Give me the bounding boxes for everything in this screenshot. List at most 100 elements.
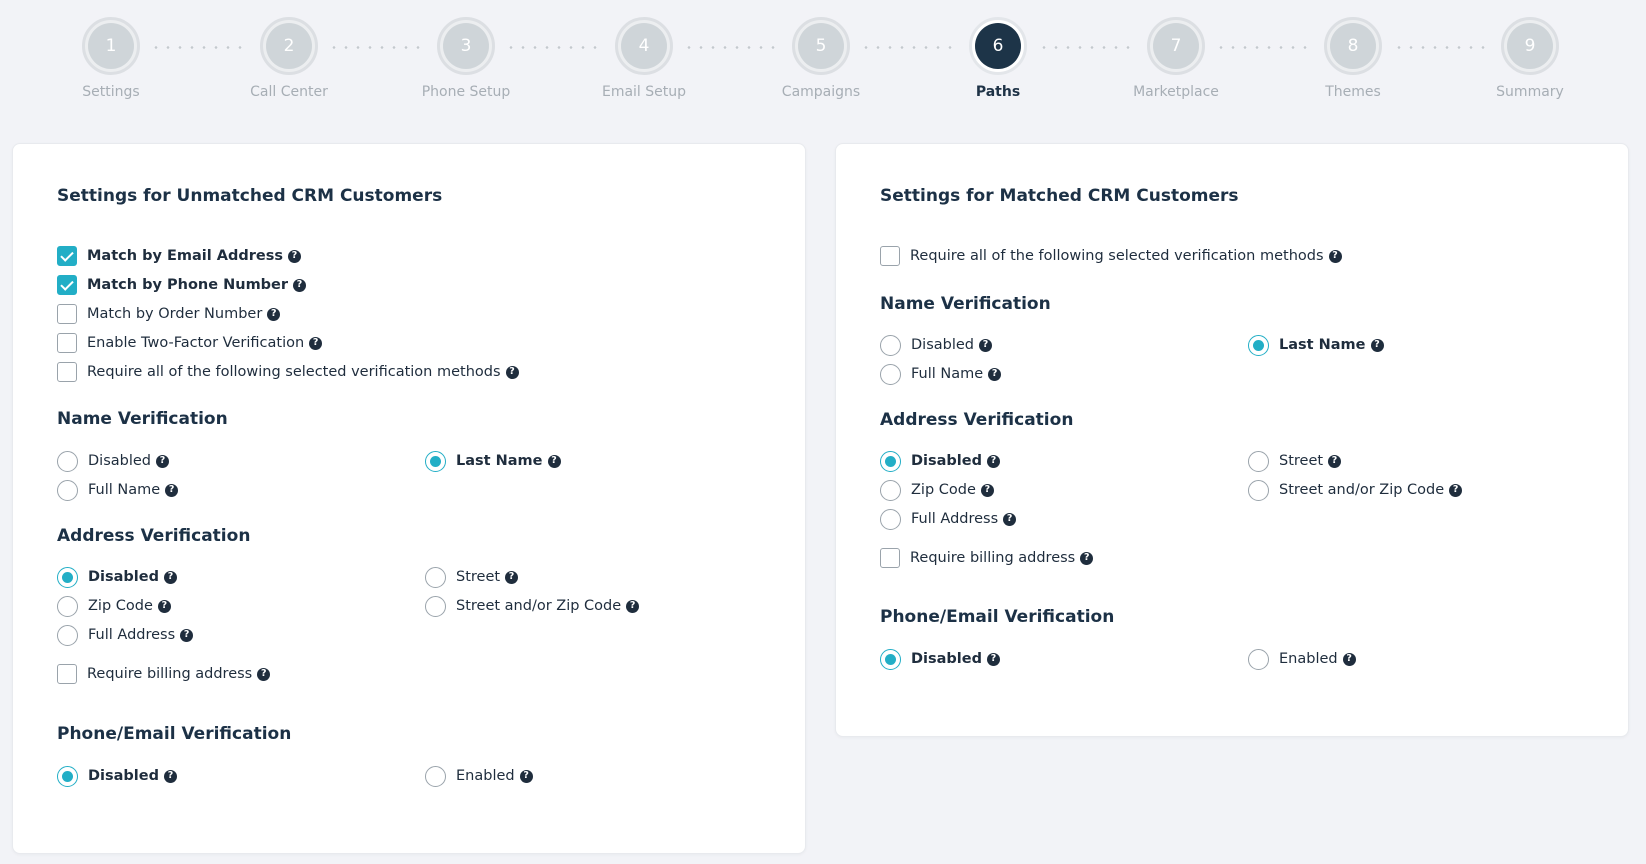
help-icon[interactable]: ? (980, 483, 994, 497)
checkbox-box[interactable] (57, 246, 77, 266)
radio-circle[interactable] (425, 450, 446, 472)
phone-email-disabled-radio[interactable]: Disabled ? (880, 648, 1000, 670)
address-zip-radio[interactable]: Zip Code ? (57, 595, 171, 617)
match-phone-checkbox[interactable]: Match by Phone Number ? (57, 274, 307, 296)
help-icon[interactable]: ? (987, 454, 1000, 468)
radio-circle[interactable] (57, 765, 78, 787)
name-disabled-radio[interactable]: Disabled ? (57, 450, 169, 472)
step-campaigns[interactable]: 5 Campaigns (751, 17, 891, 100)
help-icon[interactable]: ? (157, 599, 171, 613)
radio-circle[interactable] (1248, 648, 1269, 670)
radio-circle[interactable] (425, 566, 446, 588)
checkbox-box[interactable] (880, 246, 900, 266)
match-email-checkbox[interactable]: Match by Email Address ? (57, 245, 302, 267)
help-icon[interactable]: ? (165, 483, 179, 497)
require-billing-checkbox[interactable]: Require billing address ? (880, 547, 1094, 569)
help-icon[interactable]: ? (1328, 454, 1342, 468)
help-icon[interactable]: ? (987, 652, 1000, 666)
step-connector (1038, 46, 1133, 49)
step-email-setup[interactable]: 4 Email Setup (574, 17, 714, 100)
help-icon[interactable]: ? (979, 338, 992, 352)
phone-email-disabled-radio[interactable]: Disabled ? (57, 765, 177, 787)
help-icon[interactable]: ? (505, 365, 519, 379)
two-factor-checkbox[interactable]: Enable Two-Factor Verification ? (57, 332, 323, 354)
help-icon[interactable]: ? (519, 769, 533, 783)
address-verification-title: Address Verification (57, 526, 251, 546)
step-themes[interactable]: 8 Themes (1283, 17, 1423, 100)
require-all-checkbox[interactable]: Require all of the following selected ve… (57, 361, 519, 383)
help-icon[interactable]: ? (180, 628, 194, 642)
help-icon[interactable]: ? (309, 336, 323, 350)
step-number: 2 (266, 23, 312, 69)
help-icon[interactable]: ? (257, 667, 271, 681)
radio-circle[interactable] (425, 595, 446, 617)
help-icon[interactable]: ? (293, 278, 307, 292)
name-full-name-radio[interactable]: Full Name ? (880, 363, 1002, 385)
require-all-checkbox[interactable]: Require all of the following selected ve… (880, 245, 1342, 267)
option-label: Match by Order Number (87, 306, 263, 322)
help-icon[interactable]: ? (988, 367, 1002, 381)
radio-circle[interactable] (57, 450, 78, 472)
radio-circle[interactable] (1248, 450, 1269, 472)
step-connector (328, 46, 423, 49)
radio-circle[interactable] (57, 595, 78, 617)
radio-circle[interactable] (57, 624, 78, 646)
address-street-or-zip-radio[interactable]: Street and/or Zip Code ? (425, 595, 640, 617)
help-icon[interactable]: ? (164, 570, 177, 584)
radio-circle[interactable] (880, 648, 901, 670)
address-disabled-radio[interactable]: Disabled ? (57, 566, 177, 588)
radio-circle[interactable] (880, 508, 901, 530)
help-icon[interactable]: ? (626, 599, 640, 613)
help-icon[interactable]: ? (1080, 551, 1094, 565)
help-icon[interactable]: ? (1449, 483, 1463, 497)
radio-circle[interactable] (880, 450, 901, 472)
step-circle: 3 (437, 17, 495, 75)
step-phone-setup[interactable]: 3 Phone Setup (396, 17, 536, 100)
address-full-radio[interactable]: Full Address ? (57, 624, 194, 646)
radio-circle[interactable] (1248, 334, 1269, 356)
help-icon[interactable]: ? (1328, 249, 1342, 263)
help-icon[interactable]: ? (164, 769, 177, 783)
checkbox-box[interactable] (57, 333, 77, 353)
address-zip-radio[interactable]: Zip Code ? (880, 479, 994, 501)
help-icon[interactable]: ? (505, 570, 519, 584)
step-summary[interactable]: 9 Summary (1460, 17, 1600, 100)
radio-circle[interactable] (1248, 479, 1269, 501)
name-last-name-radio[interactable]: Last Name ? (1248, 334, 1384, 356)
step-settings[interactable]: 1 Settings (41, 17, 181, 100)
address-disabled-radio[interactable]: Disabled ? (880, 450, 1000, 472)
radio-circle[interactable] (425, 765, 446, 787)
step-marketplace[interactable]: 7 Marketplace (1106, 17, 1246, 100)
address-street-or-zip-radio[interactable]: Street and/or Zip Code ? (1248, 479, 1463, 501)
name-full-name-radio[interactable]: Full Name ? (57, 479, 179, 501)
step-call-center[interactable]: 2 Call Center (219, 17, 359, 100)
checkbox-box[interactable] (57, 664, 77, 684)
radio-circle[interactable] (880, 363, 901, 385)
checkbox-box[interactable] (57, 304, 77, 324)
radio-circle[interactable] (57, 479, 78, 501)
name-last-name-radio[interactable]: Last Name ? (425, 450, 561, 472)
phone-email-enabled-radio[interactable]: Enabled ? (425, 765, 533, 787)
checkbox-box[interactable] (57, 362, 77, 382)
help-icon[interactable]: ? (288, 249, 302, 263)
help-icon[interactable]: ? (267, 307, 281, 321)
address-street-radio[interactable]: Street ? (1248, 450, 1342, 472)
radio-circle[interactable] (880, 479, 901, 501)
checkbox-box[interactable] (57, 275, 77, 295)
name-disabled-radio[interactable]: Disabled ? (880, 334, 992, 356)
match-order-checkbox[interactable]: Match by Order Number ? (57, 303, 281, 325)
checkbox-box[interactable] (880, 548, 900, 568)
radio-circle[interactable] (880, 334, 901, 356)
help-icon[interactable]: ? (1370, 338, 1384, 352)
help-icon[interactable]: ? (547, 454, 561, 468)
address-full-radio[interactable]: Full Address ? (880, 508, 1017, 530)
radio-circle[interactable] (57, 566, 78, 588)
address-street-radio[interactable]: Street ? (425, 566, 519, 588)
help-icon[interactable]: ? (1342, 652, 1356, 666)
phone-email-enabled-radio[interactable]: Enabled ? (1248, 648, 1356, 670)
help-icon[interactable]: ? (156, 454, 169, 468)
help-icon[interactable]: ? (1003, 512, 1017, 526)
option-label: Disabled (911, 337, 974, 353)
step-paths[interactable]: 6 Paths (928, 17, 1068, 100)
require-billing-checkbox[interactable]: Require billing address ? (57, 663, 271, 685)
